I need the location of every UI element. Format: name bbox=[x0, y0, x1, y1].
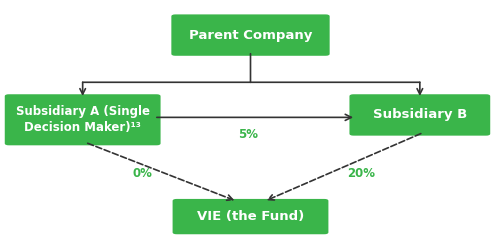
Text: 20%: 20% bbox=[347, 166, 375, 180]
Text: Parent Company: Parent Company bbox=[189, 29, 312, 42]
Text: VIE (the Fund): VIE (the Fund) bbox=[197, 210, 304, 223]
FancyBboxPatch shape bbox=[171, 15, 330, 56]
FancyBboxPatch shape bbox=[172, 199, 328, 234]
FancyBboxPatch shape bbox=[5, 94, 160, 145]
Text: 5%: 5% bbox=[238, 128, 258, 141]
Text: Subsidiary A (Single
Decision Maker)¹³: Subsidiary A (Single Decision Maker)¹³ bbox=[16, 105, 150, 134]
FancyBboxPatch shape bbox=[349, 94, 490, 136]
Text: Subsidiary B: Subsidiary B bbox=[373, 108, 467, 121]
Text: 0%: 0% bbox=[133, 166, 153, 180]
